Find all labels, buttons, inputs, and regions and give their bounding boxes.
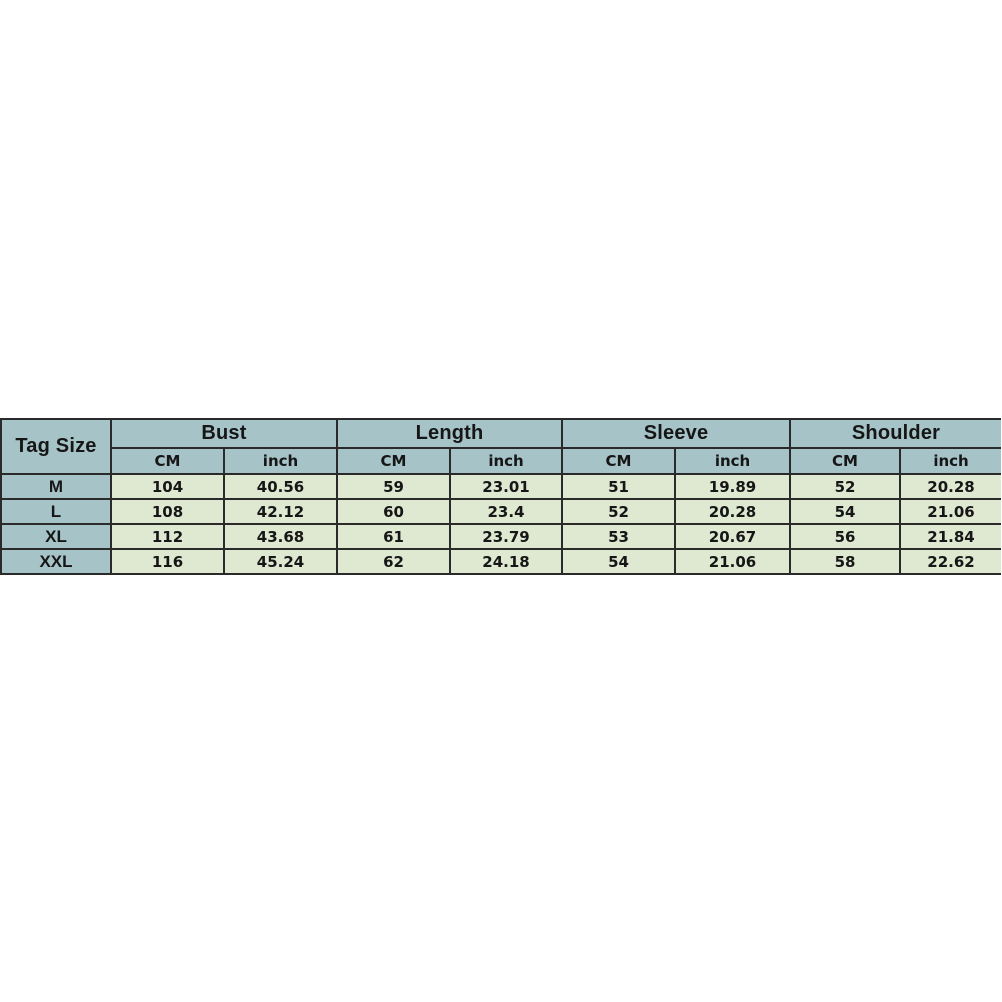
unit-header-sleeve-cm: CM xyxy=(561,447,677,475)
cell-m-bust-cm: 104 xyxy=(110,473,225,500)
cell-l-bust-cm: 108 xyxy=(110,498,225,525)
unit-header-sleeve-inch: inch xyxy=(674,447,792,475)
group-header-length: Length xyxy=(335,418,564,449)
cell-m-bust-inch: 40.56 xyxy=(223,473,338,500)
unit-header-length-inch: inch xyxy=(448,447,564,475)
size-row-xxl: XXL 116 45.24 62 24.18 54 21.06 58 22.62 xyxy=(0,548,1002,575)
group-header-bust: Bust xyxy=(110,418,338,449)
table-head: Tag Size Bust Length Sleeve Shoulder CM inch… xyxy=(0,418,1002,475)
group-header-row: Tag Size Bust Length Sleeve Shoulder xyxy=(0,418,1002,475)
size-row-m: M 104 40.56 59 23.01 51 19.89 52 20.28 xyxy=(0,473,1002,500)
cell-xl-shoulder-inch: 21.84 xyxy=(899,523,1002,550)
cell-l-length-cm: 60 xyxy=(336,498,451,525)
row-tag-xxl: XXL xyxy=(0,548,112,575)
size-chart-image: Tag Size Bust Length Sleeve Shoulder CM inch… xyxy=(0,418,1002,575)
cell-m-length-cm: 59 xyxy=(336,473,451,500)
unit-header-bust-cm: CM xyxy=(110,447,225,475)
cell-xxl-bust-inch: 45.24 xyxy=(223,548,338,575)
cell-xxl-length-cm: 62 xyxy=(336,548,451,575)
cell-m-sleeve-inch: 19.89 xyxy=(674,473,792,500)
cell-m-shoulder-cm: 52 xyxy=(789,473,902,500)
row-tag-xl: XL xyxy=(0,523,112,550)
group-header-shoulder: Shoulder xyxy=(789,418,1002,449)
row-tag-m: M xyxy=(0,473,112,500)
table-body: M 104 40.56 59 23.01 51 19.89 52 20.28 L 108 42.12 6… xyxy=(0,473,1002,575)
row-tag-l: L xyxy=(0,498,112,525)
unit-header-length-cm: CM xyxy=(336,447,451,475)
cell-xxl-sleeve-inch: 21.06 xyxy=(674,548,792,575)
size-chart-table: Tag Size Bust Length Sleeve Shoulder CM inch… xyxy=(0,418,1002,575)
cell-l-sleeve-cm: 52 xyxy=(561,498,677,525)
cell-xl-shoulder-cm: 56 xyxy=(789,523,902,550)
cell-xxl-shoulder-inch: 22.62 xyxy=(899,548,1002,575)
cell-xl-bust-cm: 112 xyxy=(110,523,225,550)
cell-m-sleeve-cm: 51 xyxy=(561,473,677,500)
cell-xxl-shoulder-cm: 58 xyxy=(789,548,902,575)
unit-header-shoulder-cm: CM xyxy=(789,447,902,475)
cell-xl-length-inch: 23.79 xyxy=(448,523,564,550)
unit-header-shoulder-inch: inch xyxy=(899,447,1002,475)
cell-xxl-sleeve-cm: 54 xyxy=(561,548,677,575)
cell-l-shoulder-inch: 21.06 xyxy=(899,498,1002,525)
cell-m-length-inch: 23.01 xyxy=(448,473,564,500)
tag-size-header: Tag Size xyxy=(0,418,112,475)
unit-header-bust-inch: inch xyxy=(223,447,338,475)
group-header-sleeve: Sleeve xyxy=(561,418,792,449)
cell-xl-length-cm: 61 xyxy=(336,523,451,550)
cell-xxl-bust-cm: 116 xyxy=(110,548,225,575)
cell-xl-bust-inch: 43.68 xyxy=(223,523,338,550)
cell-l-length-inch: 23.4 xyxy=(448,498,564,525)
cell-m-shoulder-inch: 20.28 xyxy=(899,473,1002,500)
unit-header-row: CM inch CM inch CM inch CM inch xyxy=(1,447,1002,475)
cell-l-sleeve-inch: 20.28 xyxy=(674,498,792,525)
cell-xxl-length-inch: 24.18 xyxy=(448,548,564,575)
cell-xl-sleeve-inch: 20.67 xyxy=(674,523,792,550)
cell-xl-sleeve-cm: 53 xyxy=(561,523,677,550)
cell-l-bust-inch: 42.12 xyxy=(223,498,338,525)
size-row-xl: XL 112 43.68 61 23.79 53 20.67 56 21.84 xyxy=(0,523,1002,550)
cell-l-shoulder-cm: 54 xyxy=(789,498,902,525)
size-row-l: L 108 42.12 60 23.4 52 20.28 54 21.06 xyxy=(0,498,1002,525)
